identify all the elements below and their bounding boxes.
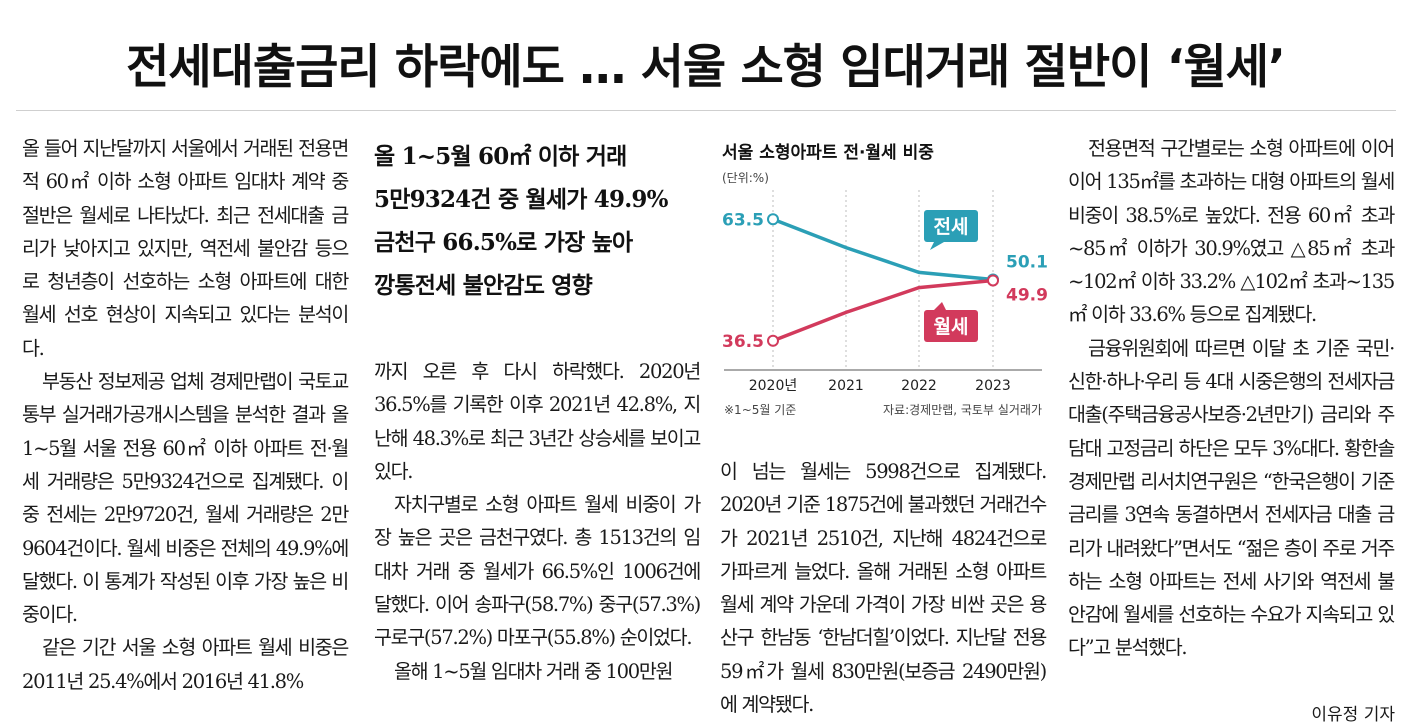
legend-label: 월세 <box>934 316 969 338</box>
paragraph: 올 들어 지난달까지 서울에서 거래된 전용면적 60㎡ 이하 소형 아파트 임… <box>22 137 349 360</box>
paragraph: 부동산 정보제공 업체 경제만랩이 국토교통부 실거래가공개시스템을 분석한 결… <box>22 370 349 627</box>
paragraph: 자치구별로 소형 아파트 월세 비중이 가장 높은 곳은 금천구였다. 총 15… <box>374 493 701 650</box>
chart-canvas: 서울 소형아파트 전·월세 비중 (단위:%) 2020년 2021 2022 202… <box>722 142 1048 417</box>
chart-title: 서울 소형아파트 전·월세 비중 <box>722 142 934 163</box>
paragraph: 전용면적 구간별로는 소형 아파트에 이어 이어 135㎡를 초과하는 대형 아… <box>1068 137 1395 327</box>
article-column-1: 올 들어 지난달까지 서울에서 거래된 전용면적 60㎡ 이하 소형 아파트 임… <box>22 132 349 698</box>
paragraph: 올해 1~5월 임대차 거래 중 100만원 <box>394 659 673 683</box>
subheadline-line: 올 1~5월 60㎡ 이하 거래 <box>374 143 627 170</box>
legend-callout <box>924 210 978 242</box>
x-tick-label: 2022 <box>901 378 937 394</box>
data-label: 63.5 <box>722 210 764 230</box>
x-tick-label: 2021 <box>828 378 864 394</box>
line-chart: 서울 소형아파트 전·월세 비중 (단위:%) 2020년 2021 2022 202… <box>720 130 1050 430</box>
chart-unit-label: (단위:%) <box>722 171 769 185</box>
paragraph: 까지 오른 후 다시 하락했다. 2020년 36.5%를 기록한 이후 202… <box>374 360 701 483</box>
legend-label: 전세 <box>934 216 969 238</box>
subheadline-block: 올 1~5월 60㎡ 이하 거래 5만9324건 중 월세가 49.9% 금천구… <box>374 135 704 307</box>
subheadline-line: 5만9324건 중 월세가 49.9% <box>374 186 668 213</box>
paragraph: 금융위원회에 따르면 이달 초 기준 국민·신한·하나·우리 등 4대 시중은행… <box>1068 336 1395 660</box>
legend-callout-tail <box>934 302 946 310</box>
series-line-월세 <box>772 278 994 343</box>
data-label: 50.1 <box>1006 253 1048 273</box>
subheadline-line: 금천구 66.5%로 가장 높아 <box>374 229 633 256</box>
chart-footnote: ※1~5월 기준 <box>724 403 796 417</box>
headline-rule <box>16 110 1396 111</box>
series-line-전세 <box>772 217 994 282</box>
article-column-2: 까지 오른 후 다시 하락했다. 2020년 36.5%를 기록한 이후 202… <box>374 355 701 688</box>
legend-callout-tail <box>930 242 944 250</box>
x-tick-label: 2020년 <box>749 378 798 394</box>
legend-callout <box>924 310 978 342</box>
data-point <box>767 334 779 347</box>
subheadline-line: 깡통전세 불안감도 영향 <box>374 272 593 299</box>
article-column-4: 전용면적 구간별로는 소형 아파트에 이어 이어 135㎡를 초과하는 대형 아… <box>1068 132 1395 665</box>
paragraph: 이 넘는 월세는 5998건으로 집계됐다. 2020년 기준 1875건에 불… <box>720 460 1047 717</box>
headline: 전세대출금리 하락에도 … 서울 소형 임대거래 절반이 ‘월세’ <box>126 40 1286 95</box>
data-point <box>987 274 999 287</box>
paragraph: 같은 기간 서울 소형 아파트 월세 비중은 2011년 25.4%에서 201… <box>22 636 349 693</box>
x-tick-label: 2023 <box>975 378 1011 394</box>
data-point <box>767 213 779 226</box>
article-column-3: 이 넘는 월세는 5998건으로 집계됐다. 2020년 기준 1875건에 불… <box>720 455 1047 721</box>
byline: 이유정 기자 <box>1311 705 1395 725</box>
data-label: 36.5 <box>722 332 764 352</box>
data-label: 49.9 <box>1006 285 1048 305</box>
chart-source: 자료:경제만랩, 국토부 실거래가 <box>883 403 1042 417</box>
